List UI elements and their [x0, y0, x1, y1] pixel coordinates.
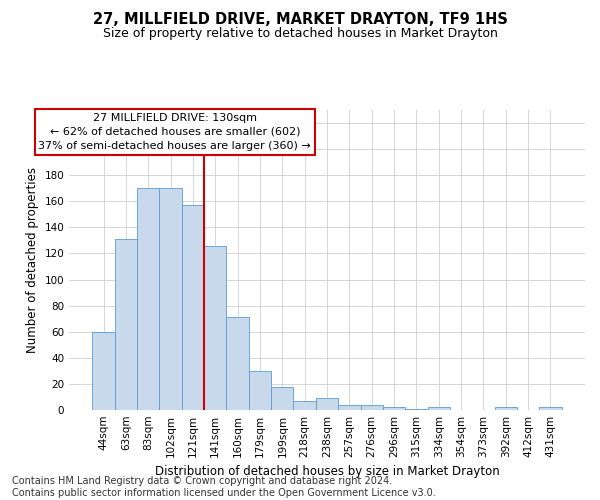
Text: 27 MILLFIELD DRIVE: 130sqm
← 62% of detached houses are smaller (602)
37% of sem: 27 MILLFIELD DRIVE: 130sqm ← 62% of deta…	[38, 113, 311, 151]
Bar	[383, 408, 405, 410]
Bar	[182, 205, 204, 410]
Bar	[115, 239, 137, 410]
Bar	[361, 405, 383, 410]
Bar	[539, 408, 562, 410]
Bar	[271, 386, 293, 410]
X-axis label: Distribution of detached houses by size in Market Drayton: Distribution of detached houses by size …	[155, 466, 499, 478]
Bar	[316, 398, 338, 410]
Bar	[338, 405, 361, 410]
Bar	[204, 246, 226, 410]
Y-axis label: Number of detached properties: Number of detached properties	[26, 167, 39, 353]
Bar	[293, 401, 316, 410]
Bar	[137, 188, 160, 410]
Bar	[405, 408, 428, 410]
Text: Size of property relative to detached houses in Market Drayton: Size of property relative to detached ho…	[103, 28, 497, 40]
Text: 27, MILLFIELD DRIVE, MARKET DRAYTON, TF9 1HS: 27, MILLFIELD DRIVE, MARKET DRAYTON, TF9…	[92, 12, 508, 28]
Bar	[249, 371, 271, 410]
Bar	[160, 188, 182, 410]
Bar	[494, 408, 517, 410]
Text: Contains HM Land Registry data © Crown copyright and database right 2024.
Contai: Contains HM Land Registry data © Crown c…	[12, 476, 436, 498]
Bar	[428, 408, 450, 410]
Bar	[226, 318, 249, 410]
Bar	[92, 332, 115, 410]
